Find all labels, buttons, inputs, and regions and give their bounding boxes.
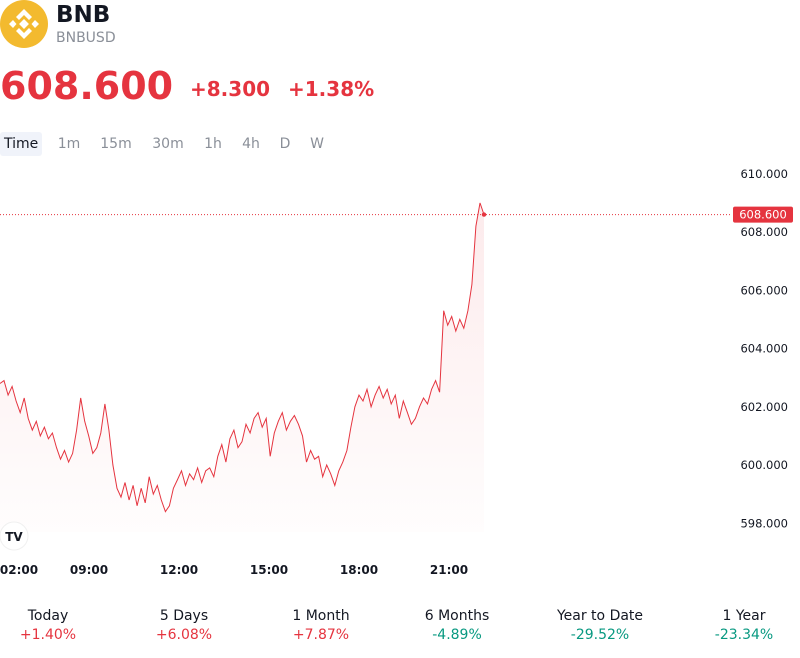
x-tick-label: 21:00 bbox=[430, 563, 468, 577]
y-tick-label: 606.000 bbox=[740, 283, 788, 297]
x-tick-label: 09:00 bbox=[70, 563, 108, 577]
tab-time[interactable]: Time bbox=[0, 132, 42, 156]
x-tick-label: 02:00 bbox=[0, 563, 38, 577]
x-tick-label: 18:00 bbox=[340, 563, 378, 577]
price-change: +8.300 bbox=[190, 77, 271, 101]
last-price-dot bbox=[481, 212, 487, 217]
last-price-tag-label: 608.600 bbox=[739, 208, 787, 222]
tab-1m[interactable]: 1m bbox=[57, 136, 81, 152]
perf-label: Year to Date bbox=[556, 608, 644, 624]
ticker-name: BNBUSD bbox=[56, 30, 116, 46]
perf-label: 1 Month bbox=[292, 608, 350, 624]
perf-label: Today bbox=[27, 608, 69, 624]
last-price-tag: 608.600 bbox=[733, 206, 793, 223]
tab-d[interactable]: D bbox=[279, 136, 291, 152]
price-chart[interactable]: 610.000 608.000 606.000 604.000 602.000 600.0… bbox=[0, 160, 800, 590]
performance-bar: Today +1.40% 5 Days +6.08% 1 Month +7.87… bbox=[0, 606, 800, 656]
y-tick-label: 608.000 bbox=[740, 225, 788, 239]
perf-label: 6 Months bbox=[424, 608, 490, 624]
price-area-fill bbox=[0, 202, 484, 532]
y-tick-label: 604.000 bbox=[740, 342, 788, 356]
perf-5-days[interactable]: 5 Days +6.08% bbox=[124, 606, 244, 644]
perf-label: 1 Year bbox=[722, 608, 766, 624]
perf-value: +7.87% bbox=[292, 627, 350, 643]
quote-header: BNB BNBUSD bbox=[0, 0, 800, 60]
perf-year-to-date[interactable]: Year to Date -29.52% bbox=[540, 606, 660, 644]
perf-1-year[interactable]: 1 Year -23.34% bbox=[684, 606, 800, 644]
y-tick-label: 610.000 bbox=[740, 167, 788, 181]
tab-4h[interactable]: 4h bbox=[242, 136, 260, 152]
perf-today[interactable]: Today +1.40% bbox=[0, 606, 108, 644]
price-line bbox=[0, 202, 485, 513]
perf-value: -29.52% bbox=[570, 627, 630, 643]
tab-1h[interactable]: 1h bbox=[204, 136, 222, 152]
perf-6-months[interactable]: 6 Months -4.89% bbox=[397, 606, 517, 644]
tab-30m[interactable]: 30m bbox=[152, 136, 184, 152]
x-tick-label: 12:00 bbox=[160, 563, 198, 577]
last-price: 608.600 bbox=[0, 64, 174, 108]
perf-value: +1.40% bbox=[19, 627, 77, 643]
price-change-percent: +1.38% bbox=[288, 77, 375, 101]
y-tick-label: 600.000 bbox=[740, 458, 788, 472]
tab-15m[interactable]: 15m bbox=[100, 136, 132, 152]
perf-1-month[interactable]: 1 Month +7.87% bbox=[261, 606, 381, 644]
perf-value: -4.89% bbox=[432, 627, 482, 643]
y-tick-label: 598.000 bbox=[740, 516, 788, 530]
symbol-name: BNB bbox=[56, 2, 111, 28]
svg-text:TV: TV bbox=[5, 530, 23, 544]
tradingview-logo-icon[interactable]: TV bbox=[0, 521, 29, 551]
perf-value: -23.34% bbox=[714, 627, 774, 643]
y-tick-label: 602.000 bbox=[740, 400, 788, 414]
bnb-logo-icon bbox=[0, 0, 48, 48]
x-tick-label: 15:00 bbox=[250, 563, 288, 577]
perf-label: 5 Days bbox=[159, 608, 209, 624]
perf-value: +6.08% bbox=[155, 627, 213, 643]
tab-w[interactable]: W bbox=[310, 136, 324, 152]
